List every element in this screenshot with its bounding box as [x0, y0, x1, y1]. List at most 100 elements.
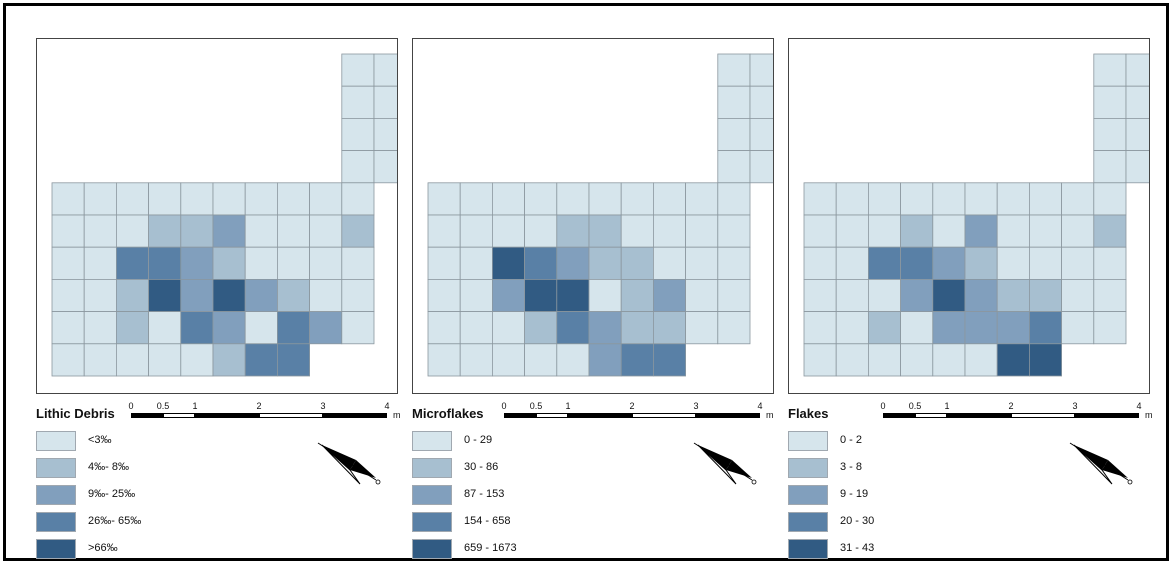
legend-label: 659 - 1673 — [464, 542, 517, 554]
grid-cell-r6-c6 — [996, 246, 1030, 280]
excavation-grid — [51, 53, 397, 377]
map-frame — [788, 38, 1150, 394]
map-frame — [36, 38, 398, 394]
grid-cell-r8-c8 — [1061, 311, 1095, 345]
grid-cell-r7-c6 — [620, 278, 654, 312]
scale-segment — [568, 413, 632, 418]
grid-cell-r6-c6 — [620, 246, 654, 280]
grid-cell-r6-c4 — [932, 246, 966, 280]
legend-swatch — [788, 431, 828, 451]
legend-label: 87 - 153 — [464, 488, 505, 500]
grid-cell-r9-c6 — [244, 343, 278, 377]
grid-cell-r4-c2 — [868, 182, 902, 216]
grid-cell-r2-c10 — [373, 118, 397, 152]
grid-cell-r2-c9 — [341, 118, 375, 152]
grid-cell-r6-c0 — [51, 246, 85, 280]
scale-tick-label: 4 — [384, 401, 390, 411]
grid-cell-r4-c9 — [341, 182, 375, 216]
grid-cell-r9-c3 — [900, 343, 934, 377]
grid-cell-r2-c9 — [717, 118, 751, 152]
legend-item: 0 - 29 — [412, 431, 612, 455]
north-arrow-icon — [692, 440, 762, 490]
scale-segment — [632, 413, 696, 418]
grid-cell-r4-c3 — [148, 182, 182, 216]
grid-cell-r7-c1 — [83, 278, 117, 312]
grid-cell-r4-c3 — [900, 182, 934, 216]
grid-cell-r6-c4 — [556, 246, 590, 280]
grid-cell-r5-c8 — [309, 214, 343, 248]
scale-tick-label: 0.5 — [529, 401, 543, 411]
scale-tick-label: 1 — [565, 401, 571, 411]
grid-cell-r6-c5 — [964, 246, 998, 280]
grid-cell-r8-c0 — [51, 311, 85, 345]
grid-cell-r1-c9 — [717, 85, 751, 119]
scale-segment — [504, 413, 536, 418]
scale-segment — [536, 413, 568, 418]
grid-cell-r9-c5 — [212, 343, 246, 377]
grid-cell-r6-c5 — [588, 246, 622, 280]
grid-cell-r7-c3 — [524, 278, 558, 312]
grid-cell-r6-c3 — [524, 246, 558, 280]
grid-cell-r6-c1 — [835, 246, 869, 280]
grid-cell-r9-c1 — [835, 343, 869, 377]
grid-cell-r9-c4 — [932, 343, 966, 377]
grid-cell-r8-c3 — [524, 311, 558, 345]
grid-cell-r7-c6 — [244, 278, 278, 312]
grid-cell-r8-c9 — [717, 311, 751, 345]
excavation-grid — [803, 53, 1149, 377]
grid-cell-r8-c8 — [685, 311, 719, 345]
grid-cell-r0-c9 — [717, 53, 751, 87]
grid-cell-r5-c7 — [1028, 214, 1062, 248]
grid-cell-r8-c5 — [212, 311, 246, 345]
scale-segment — [195, 413, 259, 418]
scale-tick-label: 3 — [320, 401, 326, 411]
legend-swatch — [412, 539, 452, 559]
excavation-grid — [427, 53, 773, 377]
grid-cell-r6-c1 — [83, 246, 117, 280]
grid-cell-r3-c9 — [717, 150, 751, 184]
scale-tick-label: 3 — [693, 401, 699, 411]
grid-cell-r4-c5 — [212, 182, 246, 216]
scale-segment — [883, 413, 915, 418]
map-panel-3: Flakes 0 0.5 1 2 3 4 m 0 - 2 3 - 8 9 - 19 20 - 30 31… — [788, 6, 1158, 559]
grid-cell-r8-c1 — [835, 311, 869, 345]
grid-cell-r9-c6 — [620, 343, 654, 377]
grid-cell-r4-c6 — [620, 182, 654, 216]
grid-cell-r4-c1 — [83, 182, 117, 216]
scale-bar: 0 0.5 1 2 3 4 m — [128, 401, 451, 425]
grid-cell-r5-c7 — [276, 214, 310, 248]
grid-cell-r4-c7 — [1028, 182, 1062, 216]
grid-cell-r7-c2 — [492, 278, 526, 312]
scale-bar: 0 0.5 1 2 3 4 m — [880, 401, 1173, 425]
grid-cell-r7-c2 — [116, 278, 150, 312]
grid-cell-r8-c8 — [309, 311, 343, 345]
grid-cell-r2-c10 — [1125, 118, 1149, 152]
grid-cell-r3-c10 — [1125, 150, 1149, 184]
grid-cell-r4-c1 — [459, 182, 493, 216]
legend-title: Lithic Debris — [36, 406, 115, 421]
legend-item: <3‰ — [36, 431, 236, 455]
legend-item: 26‰- 65‰ — [36, 512, 236, 536]
grid-cell-r8-c5 — [964, 311, 998, 345]
grid-cell-r3-c9 — [1093, 150, 1127, 184]
grid-cell-r9-c2 — [868, 343, 902, 377]
legend-swatch — [412, 512, 452, 532]
legend-label: 0 - 29 — [464, 434, 493, 446]
grid-cell-r0-c10 — [749, 53, 773, 87]
grid-cell-r6-c9 — [717, 246, 751, 280]
grid-cell-r4-c5 — [588, 182, 622, 216]
legend-item: 9 - 19 — [788, 485, 988, 509]
grid-cell-r5-c5 — [964, 214, 998, 248]
grid-cell-r5-c5 — [212, 214, 246, 248]
grid-cell-r7-c5 — [588, 278, 622, 312]
grid-cell-r1-c10 — [749, 85, 773, 119]
grid-cell-r5-c9 — [341, 214, 375, 248]
grid-cell-r8-c4 — [180, 311, 214, 345]
grid-cell-r5-c8 — [685, 214, 719, 248]
grid-cell-r5-c1 — [835, 214, 869, 248]
legend-label: 3 - 8 — [840, 461, 863, 473]
grid-cell-r0-c10 — [373, 53, 397, 87]
grid-cell-r6-c2 — [492, 246, 526, 280]
legend-label: 20 - 30 — [840, 515, 875, 527]
grid-cell-r4-c0 — [803, 182, 837, 216]
